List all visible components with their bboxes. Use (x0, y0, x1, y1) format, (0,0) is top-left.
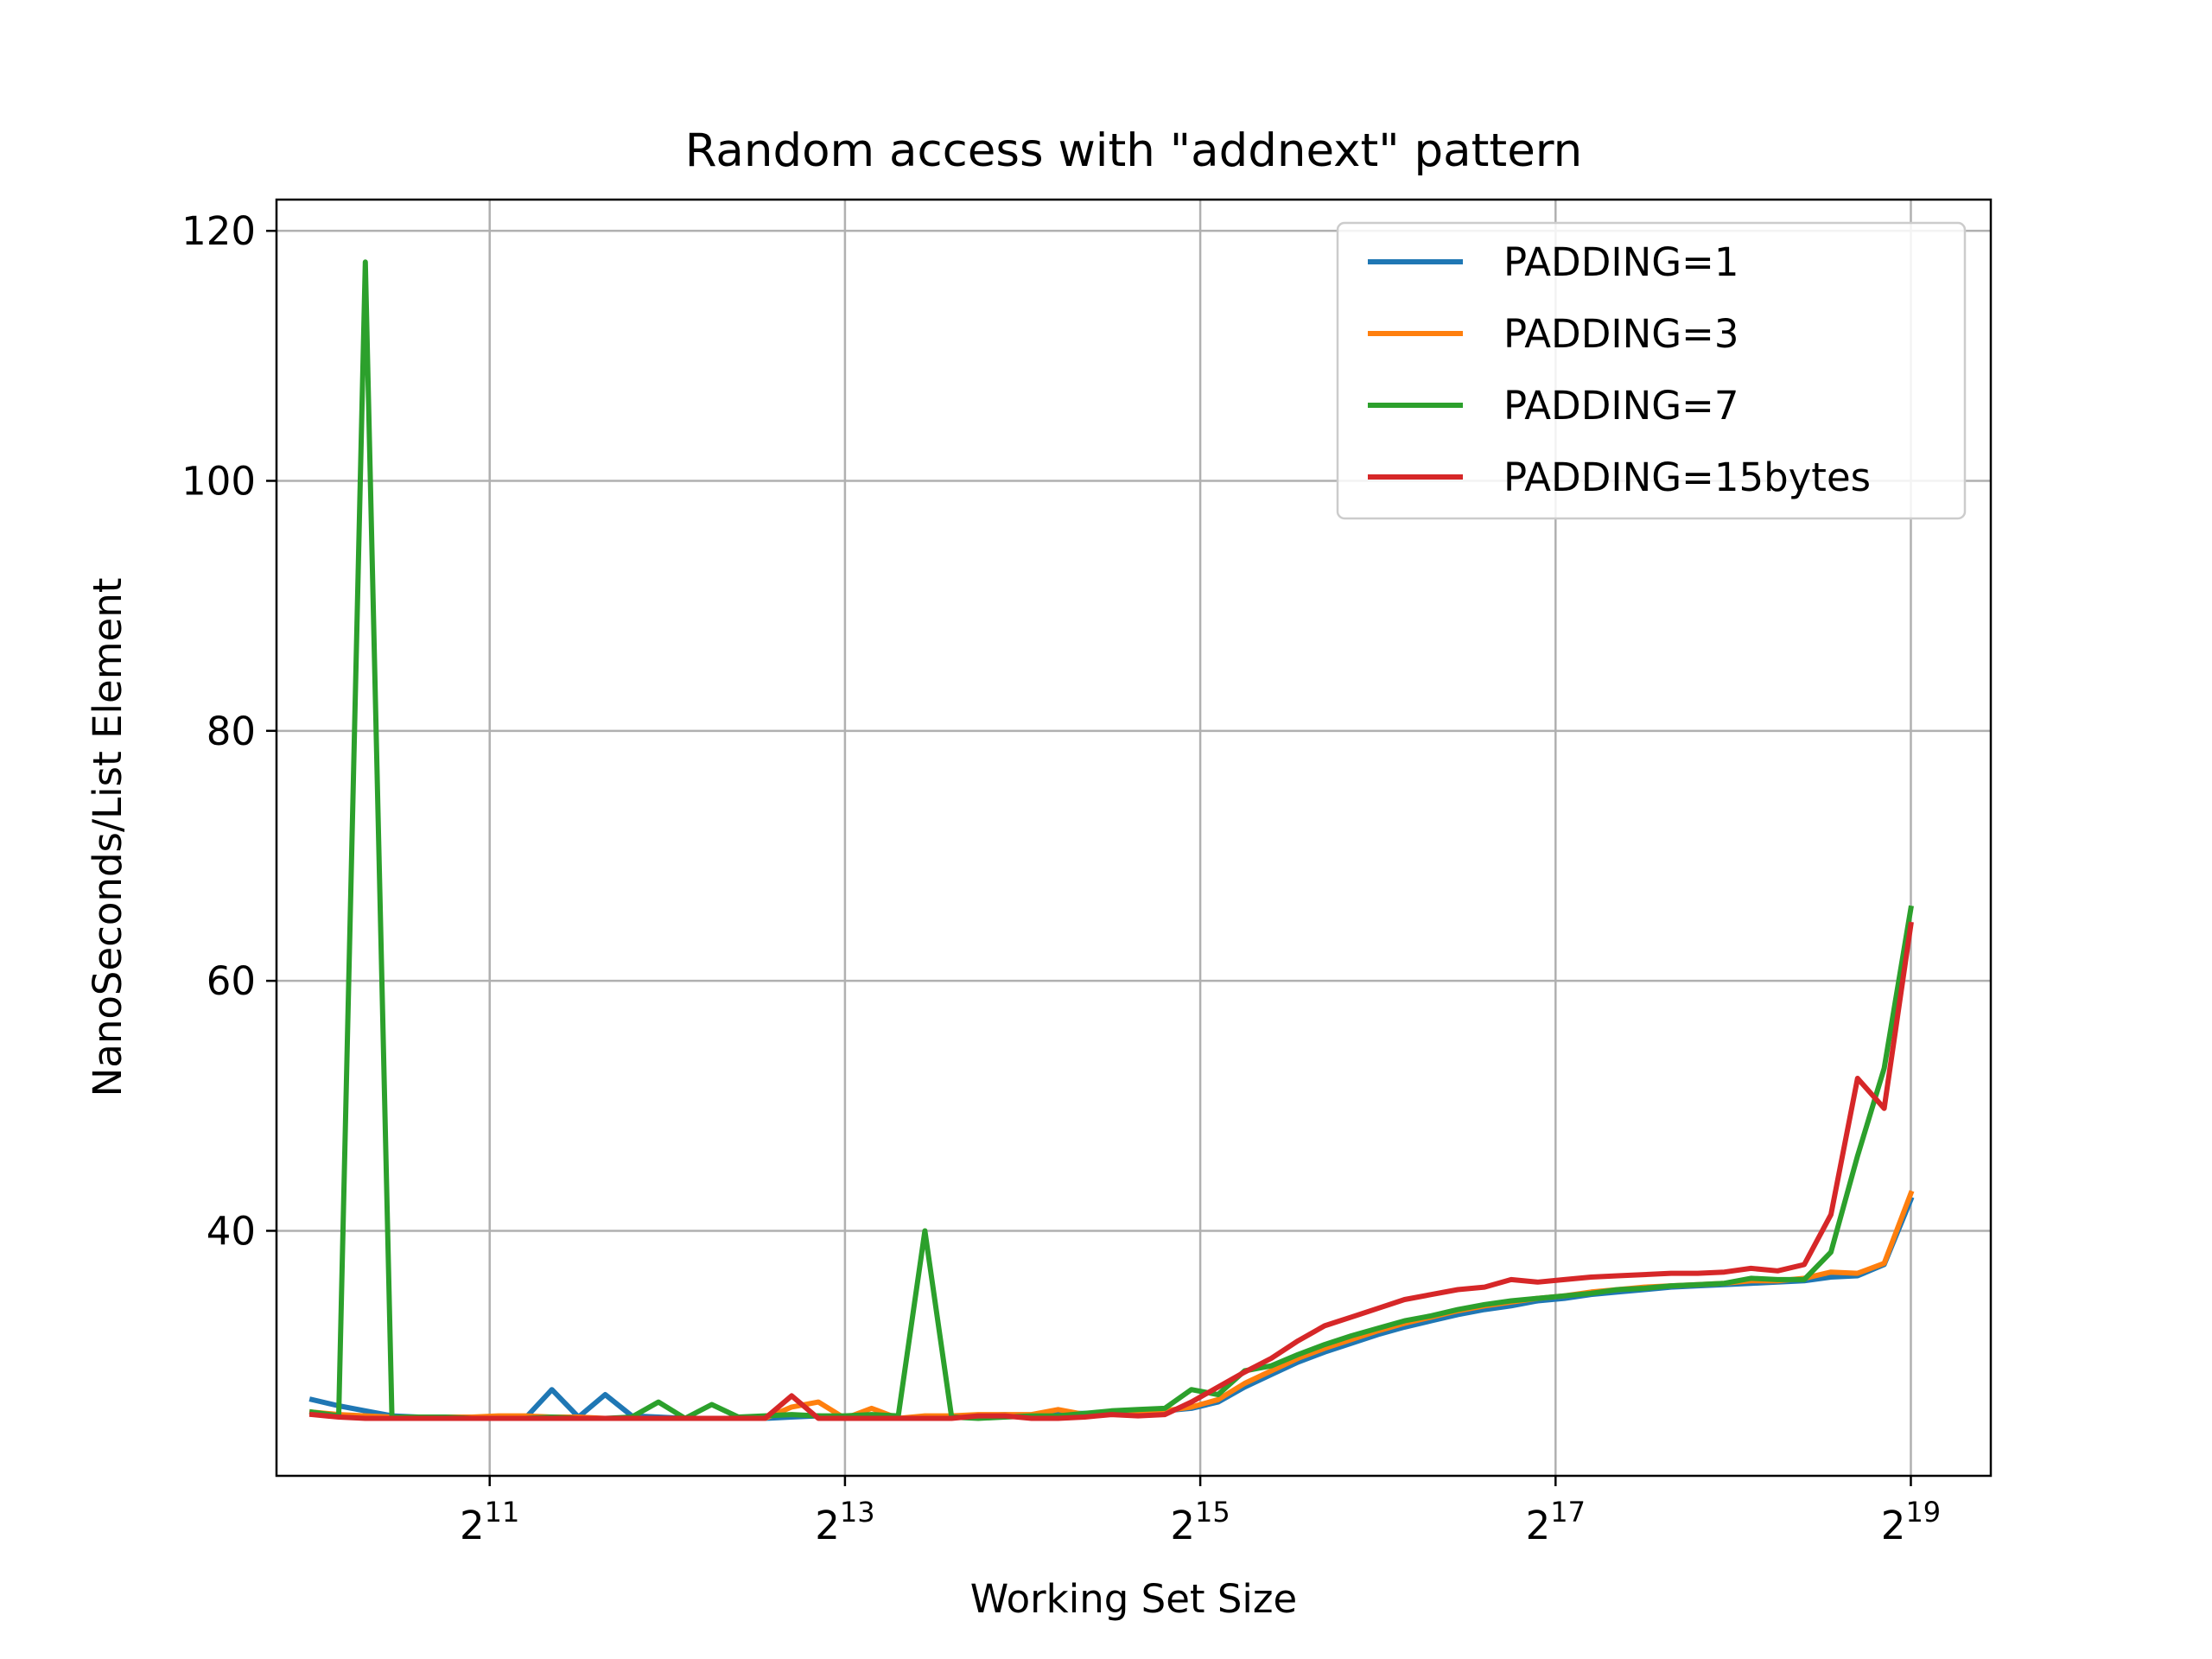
x-tick-label: 215 (1170, 1496, 1230, 1548)
y-tick-label: 120 (181, 208, 256, 254)
legend-label: PADDING=15bytes (1503, 454, 1871, 500)
series-line-4 (308, 921, 1914, 1421)
legend-label: PADDING=7 (1503, 383, 1738, 429)
y-tick-label: 60 (207, 958, 256, 1004)
x-tick-label: 211 (460, 1496, 519, 1548)
legend-label: PADDING=1 (1503, 239, 1738, 285)
x-axis-label: Working Set Size (970, 1576, 1297, 1622)
legend: PADDING=1 PADDING=3 PADDING=7 PADDING=15byt… (1336, 221, 1967, 520)
y-tick-label: 80 (207, 709, 256, 754)
legend-box (1336, 221, 1967, 520)
y-axis-label: NanoSeconds/List Element (85, 578, 130, 1097)
y-tick-label: 100 (181, 458, 256, 504)
series-lines (308, 259, 1915, 1421)
axis-ticks: 211 213 215 217 219 40 60 80 100 120 (181, 208, 1941, 1548)
y-tick-label: 40 (207, 1208, 256, 1254)
x-tick-label: 219 (1881, 1496, 1941, 1548)
x-tick-label: 213 (815, 1496, 874, 1548)
x-tick-label: 217 (1526, 1496, 1586, 1548)
plot-area-frame (275, 198, 1993, 1478)
legend-label: PADDING=3 (1503, 311, 1738, 357)
chart-title: Random access with "addnext" pattern (685, 124, 1583, 177)
